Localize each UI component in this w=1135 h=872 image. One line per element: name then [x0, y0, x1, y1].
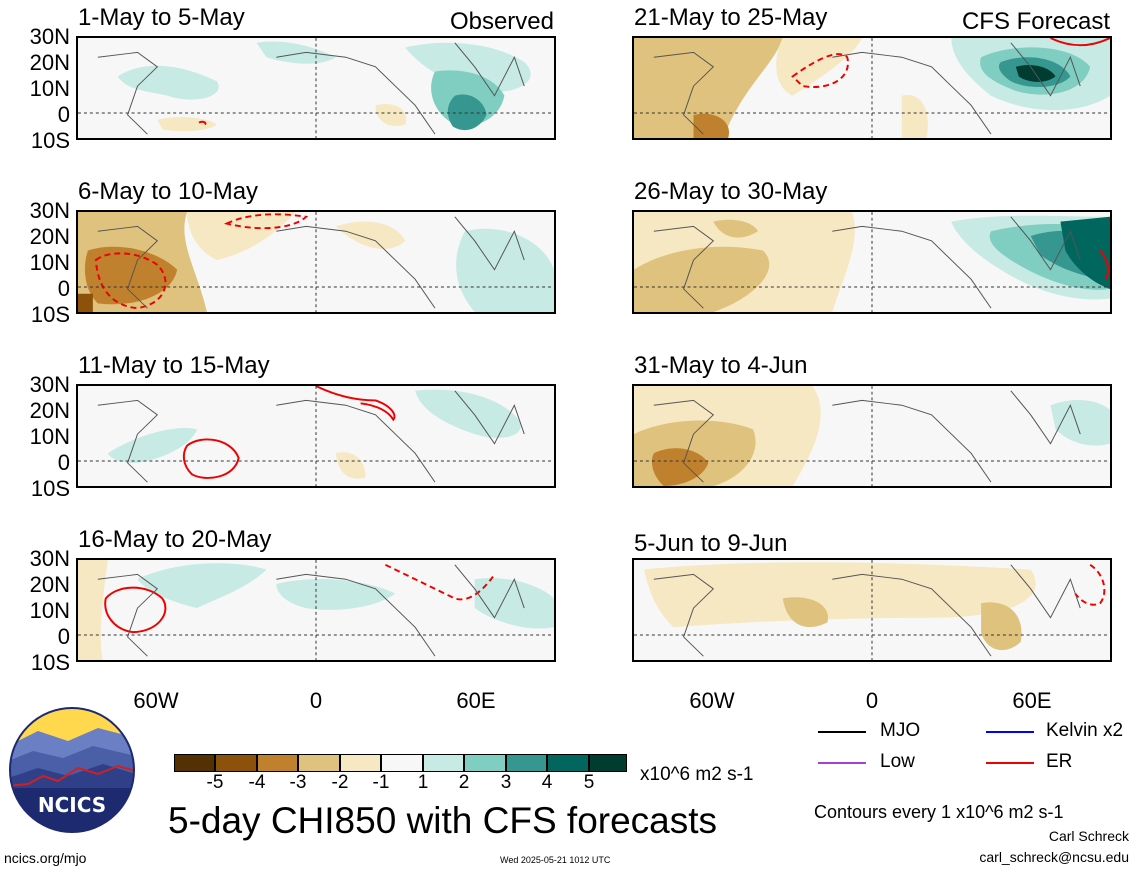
colorbar-swatch	[298, 754, 340, 772]
lat-tick-30n: 30N	[29, 198, 70, 223]
panel-title-8: 5-Jun to 9-Jun	[634, 530, 788, 557]
legend-label-er: ER	[1046, 751, 1073, 772]
timestamp: Wed 2025-05-21 1012 UTC	[500, 855, 611, 865]
lat-tick-30n: 30N	[29, 372, 70, 397]
lat-tick-10n: 10N	[29, 598, 70, 623]
map-panel-5	[632, 36, 1112, 140]
lat-tick-10s: 10S	[30, 650, 70, 675]
map-panel-7	[632, 384, 1112, 488]
lat-tick-20n: 20N	[29, 398, 70, 423]
legend-line-low	[818, 762, 866, 764]
map-panel-3	[76, 384, 556, 488]
lat-tick-0: 0	[57, 276, 70, 301]
map-svg-4	[78, 560, 554, 660]
logo-text: NCICS	[38, 793, 106, 817]
lat-tick-0: 0	[57, 624, 70, 649]
colorbar-unit: x10^6 m2 s-1	[640, 764, 754, 785]
map-svg-2	[78, 212, 554, 312]
colorbar-tick: -2	[331, 772, 349, 793]
colorbar-swatch	[340, 754, 381, 772]
colorbar-tick: -4	[248, 772, 266, 793]
panel-title-1: 1-May to 5-May	[78, 4, 245, 31]
lat-tick-10s: 10S	[30, 128, 70, 153]
lon-tick-60e: 60E	[456, 688, 496, 713]
colorbar-tick: 3	[500, 772, 512, 793]
panel-tag-forecast: CFS Forecast	[961, 8, 1110, 35]
colorbar-tick: -1	[372, 772, 390, 793]
map-panel-1	[76, 36, 556, 140]
panel-title-4: 16-May to 20-May	[78, 526, 272, 553]
lon-tick-0: 0	[309, 688, 323, 713]
legend-line-er	[986, 762, 1034, 764]
colorbar-tick: 4	[541, 772, 553, 793]
lat-tick-10n: 10N	[29, 76, 70, 101]
lat-tick-20n: 20N	[29, 224, 70, 249]
panel-title-3: 11-May to 15-May	[78, 352, 270, 379]
panel-title-2: 6-May to 10-May	[78, 178, 259, 205]
map-panel-2	[76, 210, 556, 314]
panel-title-5: 21-May to 25-May	[634, 4, 828, 31]
figure-title: 5-day CHI850 with CFS forecasts	[168, 800, 718, 841]
map-svg-3	[78, 386, 554, 486]
map-svg-8	[634, 560, 1110, 660]
colorbar-tick: 1	[417, 772, 429, 793]
map-panel-6	[632, 210, 1112, 314]
site-link[interactable]: ncics.org/mjo	[4, 850, 87, 866]
map-panel-4	[76, 558, 556, 662]
legend-label-mjo: MJO	[880, 720, 921, 741]
lon-tick-60w: 60W	[689, 688, 735, 713]
lat-tick-0: 0	[57, 102, 70, 127]
author-email[interactable]: carl_schreck@ncsu.edu	[979, 849, 1129, 865]
lon-tick-60e: 60E	[1012, 688, 1052, 713]
lat-tick-20n: 20N	[29, 50, 70, 75]
legend-line-mjo	[818, 731, 866, 733]
colorbar-swatch	[506, 754, 547, 772]
colorbar-tick: 2	[458, 772, 470, 793]
colorbar-swatch	[547, 754, 589, 772]
lat-tick-10s: 10S	[30, 476, 70, 501]
lat-tick-30n: 30N	[29, 546, 70, 571]
colorbar-tick: 5	[583, 772, 595, 793]
author-name: Carl Schreck	[1048, 828, 1129, 844]
colorbar-swatch	[423, 754, 464, 772]
map-panel-8	[632, 558, 1112, 662]
lon-tick-60w: 60W	[133, 688, 179, 713]
legend-label-low: Low	[880, 751, 915, 772]
colorbar-swatch	[381, 754, 423, 772]
colorbar-swatch	[174, 754, 215, 772]
contour-note: Contours every 1 x10^6 m2 s-1	[814, 802, 1064, 822]
panel-title-7: 31-May to 4-Jun	[634, 352, 808, 379]
lon-tick-0: 0	[865, 688, 879, 713]
ncics-logo: NCICS	[9, 707, 135, 833]
colorbar-swatch	[589, 754, 627, 772]
panel-title-6: 26-May to 30-May	[634, 178, 828, 205]
colorbar-swatch	[257, 754, 298, 772]
lat-tick-20n: 20N	[29, 572, 70, 597]
colorbar-swatch	[464, 754, 506, 772]
map-svg-7	[634, 386, 1110, 486]
legend-line-kelvin	[986, 731, 1034, 733]
legend-label-kelvin: Kelvin x2	[1046, 720, 1124, 741]
lat-tick-10n: 10N	[29, 424, 70, 449]
map-svg-6	[634, 212, 1110, 312]
colorbar-tick: -3	[289, 772, 307, 793]
lat-tick-30n: 30N	[29, 24, 70, 49]
lat-tick-10s: 10S	[30, 302, 70, 327]
lat-tick-0: 0	[57, 450, 70, 475]
panel-tag-observed: Observed	[449, 8, 554, 35]
colorbar-swatch	[215, 754, 257, 772]
map-svg-5	[634, 38, 1110, 138]
map-svg-1	[78, 38, 554, 138]
colorbar-tick: -5	[206, 772, 224, 793]
lat-tick-10n: 10N	[29, 250, 70, 275]
